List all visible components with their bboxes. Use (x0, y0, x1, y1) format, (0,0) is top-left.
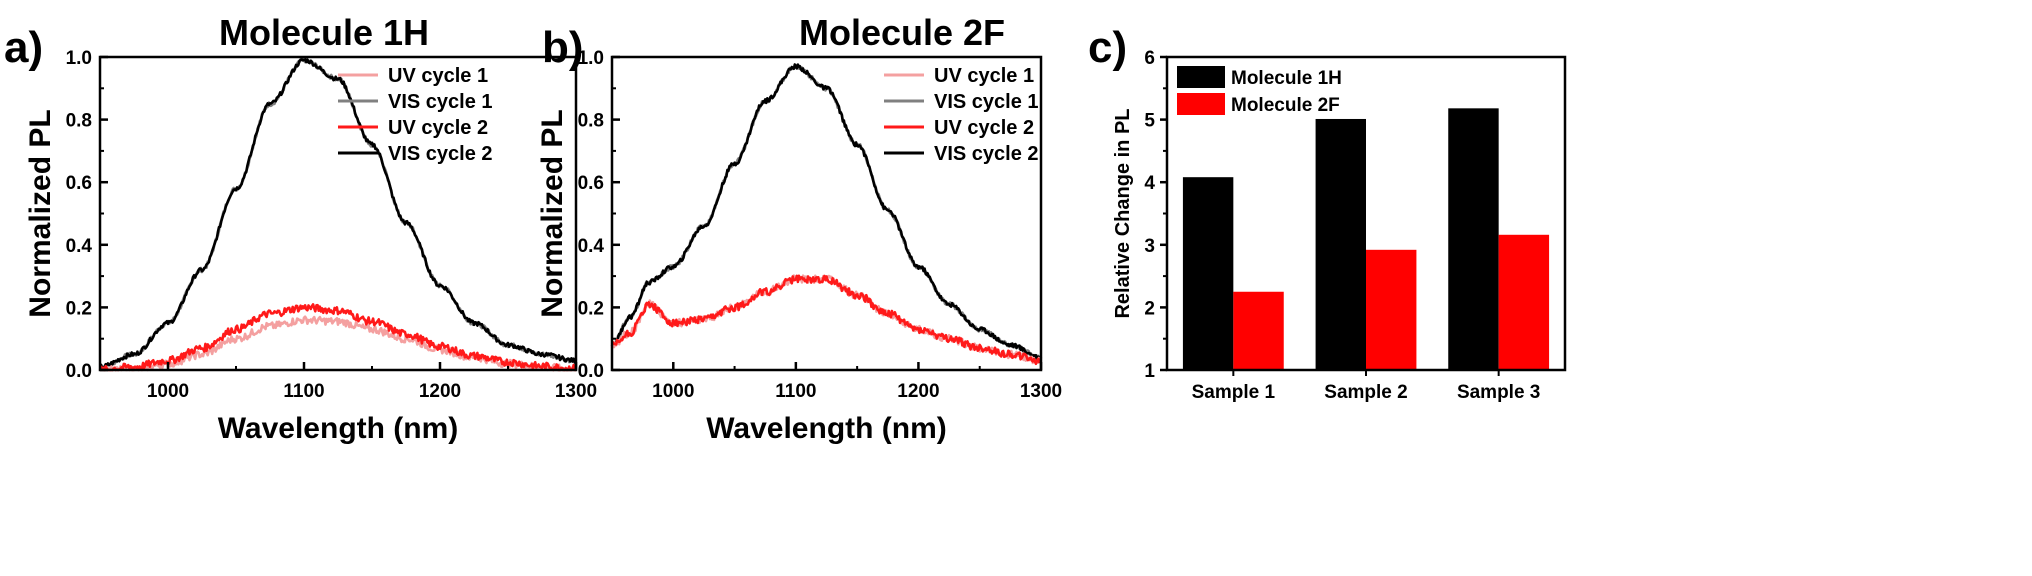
x-tick-label: 1200 (897, 381, 939, 402)
chart-title: Molecule 1H (219, 12, 429, 53)
y-tick-label: 3 (1144, 236, 1155, 257)
x-axis-label: Wavelength (nm) (218, 412, 459, 445)
legend-label: Molecule 1H (1231, 68, 1342, 89)
legend-label: VIS cycle 1 (388, 91, 493, 113)
legend-label: Molecule 2F (1231, 95, 1340, 116)
legend: UV cycle 1 VIS cycle 1 UV cycle 2 VIS cycle… (884, 65, 1039, 165)
y-tick-label: 0.2 (66, 298, 92, 319)
series-line-uv-cycle-2 (611, 274, 1043, 366)
panel-label: c) (1088, 23, 1127, 72)
legend-label: UV cycle 2 (388, 117, 488, 139)
legend-label: UV cycle 1 (388, 65, 488, 87)
legend: UV cycle 1 VIS cycle 1 UV cycle 2 VIS cycle… (338, 65, 493, 165)
legend-swatch (1177, 93, 1225, 115)
y-axis-label: Normalized PL (24, 109, 57, 317)
panel-label: b) (542, 23, 584, 72)
bar-molecule-2f (1366, 249, 1417, 370)
series-line-vis-cycle-2 (610, 63, 1043, 361)
y-tick-label: 0.6 (66, 173, 92, 194)
series-line-uv-cycle-1 (99, 315, 577, 372)
y-tick-label: 6 (1144, 48, 1155, 69)
legend-label: UV cycle 1 (934, 65, 1034, 87)
y-tick-label: 0.2 (578, 298, 604, 319)
bar-molecule-1h (1315, 118, 1366, 370)
bar-molecule-2f (1233, 291, 1284, 370)
legend: Molecule 1H Molecule 2F (1177, 66, 1342, 116)
series-line-uv-cycle-2 (98, 303, 577, 372)
x-tick-label: 1000 (147, 381, 189, 402)
x-tick-label: 1200 (419, 381, 461, 402)
y-tick-label: 0.0 (66, 361, 92, 382)
x-tick-label: 1300 (1020, 381, 1062, 402)
y-tick-label: 0.4 (578, 236, 605, 257)
y-tick-label: 1.0 (66, 48, 92, 69)
y-axis-label: Relative Change in PL (1112, 108, 1134, 318)
y-tick-label: 0.6 (578, 173, 604, 194)
panel-a: 1000 1100 1200 1300 0.0 0.2 0.4 0.6 0.8 1.0 Wavele… (4, 12, 597, 445)
y-tick-label: 2 (1144, 298, 1155, 319)
x-tick-label: Sample 1 (1192, 382, 1276, 403)
legend-label: UV cycle 2 (934, 117, 1034, 139)
y-tick-label: 0.4 (66, 236, 93, 257)
x-tick-label: 1100 (775, 381, 816, 402)
y-tick-label: 1.0 (578, 48, 604, 69)
y-axis-label: Normalized PL (536, 109, 569, 317)
legend-label: VIS cycle 1 (934, 91, 1039, 113)
x-axis-label: Wavelength (nm) (706, 412, 947, 445)
y-tick-label: 5 (1144, 111, 1155, 132)
y-tick-label: 0.8 (66, 111, 92, 132)
y-tick-label: 0.8 (578, 111, 604, 132)
y-tick-label: 1 (1144, 361, 1155, 382)
panel-label: a) (4, 23, 43, 72)
series-line-vis-cycle-2 (99, 58, 577, 370)
bar-molecule-1h (1182, 177, 1234, 370)
bar-molecule-2f (1498, 234, 1550, 370)
x-tick-label: 1100 (283, 381, 324, 402)
panel-b: 1000 1100 1200 13000.00.20.40.60.81.0Wavele… (536, 12, 1062, 445)
legend-label: VIS cycle 2 (934, 143, 1039, 165)
legend-swatch (1177, 66, 1225, 88)
y-tick-label: 4 (1144, 173, 1155, 194)
x-tick-label: Sample 2 (1324, 382, 1407, 403)
x-tick-label: Sample 3 (1457, 382, 1540, 403)
legend-label: VIS cycle 2 (388, 143, 493, 165)
chart-title: Molecule 2F (799, 12, 1005, 53)
panel-c: Sample 1 Sample 2 Sample 3 1 2 3 4 5 6 Relative C… (1088, 23, 1567, 403)
bar-molecule-1h (1448, 108, 1499, 370)
x-tick-label: 1300 (555, 381, 597, 402)
y-tick-label: 0.0 (578, 361, 604, 382)
x-tick-label: 1000 (652, 381, 694, 402)
